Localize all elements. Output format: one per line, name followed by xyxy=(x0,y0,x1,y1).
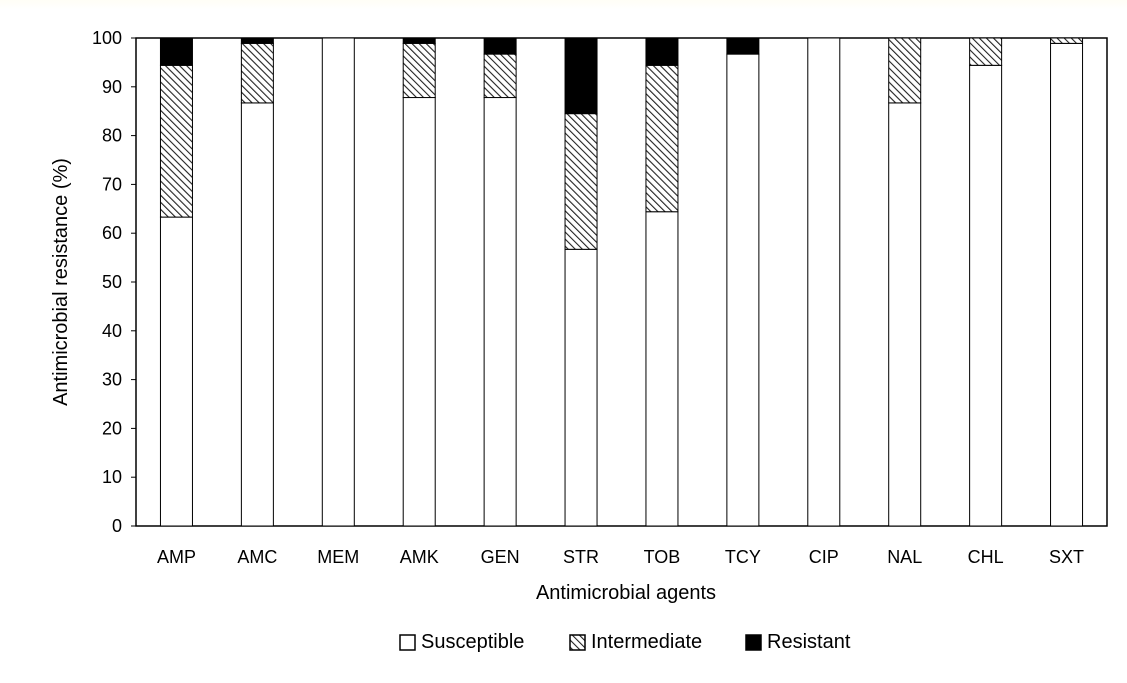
legend-swatch-resistant xyxy=(745,634,762,651)
y-tick-label: 20 xyxy=(102,418,122,438)
y-tick-label: 60 xyxy=(102,223,122,243)
bar-intermediate-gen xyxy=(483,53,517,99)
bar-resistant-tob xyxy=(645,37,679,66)
bar-susceptible-nal xyxy=(888,102,922,527)
y-tick-label: 50 xyxy=(102,272,122,292)
bar-resistant-str xyxy=(564,37,598,115)
bar-resistant-amc xyxy=(240,37,274,44)
bar-intermediate-amk xyxy=(402,42,436,99)
bar-intermediate-sxt xyxy=(1050,37,1084,44)
x-tick-label: TOB xyxy=(644,547,681,567)
y-tick-label: 30 xyxy=(102,370,122,390)
x-tick-label: AMK xyxy=(400,547,439,567)
x-tick-label: GEN xyxy=(481,547,520,567)
y-tick-label: 10 xyxy=(102,467,122,487)
legend: Susceptible Intermediate Resistant xyxy=(399,631,851,653)
bar-susceptible-sxt xyxy=(1050,42,1084,527)
y-tick-label: 100 xyxy=(92,28,122,48)
bar-susceptible-amc xyxy=(240,102,274,527)
bar-resistant-amp xyxy=(159,37,193,66)
bar-intermediate-amc xyxy=(240,42,274,104)
bar-susceptible-gen xyxy=(483,97,517,527)
y-tick-label: 70 xyxy=(102,174,122,194)
legend-label-susceptible: Susceptible xyxy=(421,631,524,653)
y-tick-label: 80 xyxy=(102,126,122,146)
x-tick-label: CHL xyxy=(968,547,1004,567)
x-axis-title: Antimicrobial agents xyxy=(536,582,716,604)
x-tick-label: AMP xyxy=(157,547,196,567)
x-tick-label: MEM xyxy=(317,547,359,567)
bar-susceptible-mem xyxy=(321,37,355,527)
bar-intermediate-amp xyxy=(159,64,193,218)
bar-resistant-tcy xyxy=(726,37,760,55)
bar-susceptible-amk xyxy=(402,97,436,527)
bar-susceptible-str xyxy=(564,248,598,527)
bar-susceptible-tob xyxy=(645,211,679,527)
bar-intermediate-chl xyxy=(969,37,1003,66)
y-axis-ticks: 0 10 20 30 40 50 60 70 80 90 100 xyxy=(92,28,136,536)
x-tick-label: TCY xyxy=(725,547,761,567)
y-axis-title: Antimicrobial resistance (%) xyxy=(50,158,72,406)
legend-label-intermediate: Intermediate xyxy=(591,631,702,653)
x-tick-label: NAL xyxy=(887,547,922,567)
bars-group xyxy=(159,37,1084,527)
bar-resistant-amk xyxy=(402,37,436,44)
bar-intermediate-str xyxy=(564,113,598,250)
legend-swatch-intermediate xyxy=(569,634,586,651)
bar-susceptible-chl xyxy=(969,64,1003,527)
x-tick-label: CIP xyxy=(809,547,839,567)
x-tick-label: STR xyxy=(563,547,599,567)
bar-susceptible-tcy xyxy=(726,53,760,527)
x-tick-label: SXT xyxy=(1049,547,1084,567)
plot-area xyxy=(135,37,1108,527)
legend-label-resistant: Resistant xyxy=(767,631,851,653)
bar-intermediate-tob xyxy=(645,64,679,213)
y-tick-label: 90 xyxy=(102,77,122,97)
y-tick-label: 0 xyxy=(112,516,122,536)
bar-resistant-gen xyxy=(483,37,517,55)
bar-susceptible-amp xyxy=(159,216,193,527)
y-tick-label: 40 xyxy=(102,321,122,341)
plot-border xyxy=(135,37,1108,527)
bar-susceptible-cip xyxy=(807,37,841,527)
bar-intermediate-nal xyxy=(888,37,922,104)
x-tick-label: AMC xyxy=(237,547,277,567)
legend-swatch-susceptible xyxy=(399,634,416,651)
x-axis-ticks: AMP AMC MEM AMK GEN STR TOB TCY CIP NAL CHL SXT xyxy=(157,547,1084,567)
